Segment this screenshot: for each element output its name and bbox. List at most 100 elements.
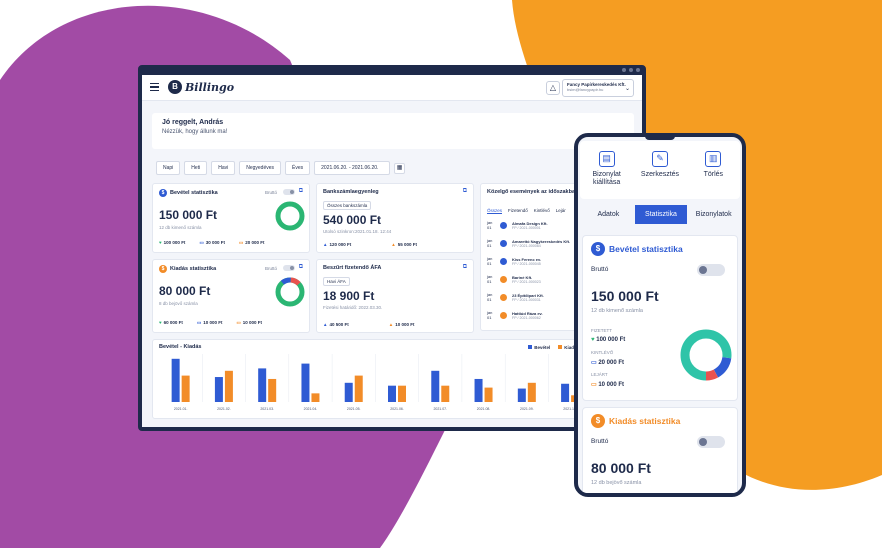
tab-payable[interactable]: Fizetendő: [508, 208, 528, 213]
issue-document-button[interactable]: ▤ Bizonylat kiállítása: [580, 141, 633, 199]
x-tick-label: 2021.06.: [390, 407, 404, 411]
income-bar[interactable]: [344, 382, 353, 402]
gross-toggle[interactable]: [697, 436, 725, 448]
income-icon: $: [159, 189, 167, 197]
income-bar[interactable]: [431, 370, 440, 402]
bank-account-select[interactable]: Összes bankszámla: [323, 201, 372, 210]
tab-details[interactable]: Adatok: [597, 211, 620, 218]
x-tick-label: 2021.08.: [477, 407, 491, 411]
phone-income-card: $ Bevétel statisztika Bruttó 150 000 Ft …: [582, 235, 738, 401]
event-text: Amarettó Nagykereskedés Kft. FP / 2021-00…: [512, 239, 570, 248]
filter-quarterly[interactable]: Negyedéves: [239, 161, 282, 175]
event-date: jan 01: [487, 292, 493, 302]
event-item[interactable]: jan 01 Kiss Ferenc ev. FP / 2021-000045: [487, 256, 541, 266]
income-bar[interactable]: [171, 358, 180, 402]
expense-bar[interactable]: [484, 387, 493, 402]
delete-button[interactable]: ▥ Törlés: [687, 141, 740, 199]
tab-expiring[interactable]: Lejár: [555, 208, 566, 213]
filter-daily[interactable]: Napi: [156, 161, 181, 175]
expense-count: 8 db bejövő számla: [159, 301, 198, 306]
notification-icon[interactable]: △: [546, 81, 560, 95]
app-logo[interactable]: B Billingo: [168, 80, 234, 94]
window-dot[interactable]: [622, 68, 626, 72]
filter-yearly[interactable]: Éves: [285, 161, 311, 175]
vat-period-select[interactable]: Havi ÁFA: [323, 277, 350, 286]
expense-bar[interactable]: [354, 375, 363, 402]
vat-card: Beszűrt fizetendő ÁFA ⧉ Havi ÁFA 18 900 …: [316, 259, 474, 333]
greeting-panel: Jó reggelt, András Nézzük, hogy állunk m…: [152, 113, 634, 149]
trash-icon: ▥: [705, 151, 722, 167]
phone-expense-header: $ Kiadás statisztika: [591, 414, 680, 428]
tab-documents[interactable]: Bizonylatok: [695, 211, 732, 218]
desktop-window: B Billingo △ Fancy Papírkereskedés Kft. …: [138, 65, 646, 431]
income-amount: 150 000 Ft: [159, 208, 218, 222]
filter-monthly[interactable]: Havi: [211, 161, 236, 175]
event-partner: 23 Építőipari Kft.: [512, 292, 544, 298]
calendar-icon[interactable]: ▦: [394, 162, 406, 174]
tab-receivable[interactable]: Kintlévő: [533, 208, 550, 213]
expense-breakdown: ♥ 60 000 Ft ▭ 10 000 Ft ▭ 10 000 Ft: [159, 320, 262, 326]
expense-bar[interactable]: [268, 378, 277, 402]
income-bar[interactable]: [258, 368, 267, 402]
tab-all[interactable]: Összes: [487, 208, 503, 214]
date-range-input[interactable]: 2021.06.20. - 2021.06.20.: [314, 161, 391, 175]
external-link-icon[interactable]: ⧉: [298, 264, 303, 270]
expense-due: ▭ 10 000 Ft: [196, 320, 223, 325]
expense-bar[interactable]: [441, 385, 450, 402]
expense-bar[interactable]: [181, 375, 190, 402]
menu-icon[interactable]: [150, 83, 159, 91]
due-caption: KINTLÉVŐ: [591, 350, 614, 355]
logo-icon: B: [168, 80, 182, 94]
period-filters: Napi Heti Havi Negyedéves Éves 2021.06.2…: [156, 161, 406, 175]
income-bar[interactable]: [517, 388, 526, 402]
expense-overdue: ▭ 10 000 Ft: [236, 320, 262, 325]
event-item[interactable]: jan 01 Bariné Kft. FP / 2021-000023: [487, 274, 541, 284]
events-title: Közelgő események az időszakban: [487, 189, 579, 195]
vat-deadline: Fizetési határidő: 2022.03.30.: [323, 305, 383, 310]
income-bar[interactable]: [301, 363, 310, 402]
income-icon: $: [591, 242, 605, 256]
expense-amount: 80 000 Ft: [159, 284, 211, 298]
vat-up: ▲ 40 500 Ft: [323, 322, 349, 327]
bar-chart-plot: 2021.01. 2021.02. 2021.03. 2021.04. 2021.05.…: [171, 354, 623, 411]
event-date: jan 01: [487, 220, 493, 230]
event-status-icon: [500, 275, 507, 283]
bank-amount: 540 000 Ft: [323, 213, 382, 227]
gross-toggle[interactable]: [283, 265, 295, 271]
gross-toggle[interactable]: [697, 264, 725, 276]
window-dot[interactable]: [629, 68, 633, 72]
event-item[interactable]: jan 01 Hattiúd Ráza ev. FP / 2021-000062: [487, 310, 543, 320]
edit-button[interactable]: ✎ Szerkesztés: [633, 141, 686, 199]
company-selector[interactable]: Fancy Papírkereskedés Kft. bsim@fancypap…: [562, 79, 634, 97]
income-bar[interactable]: [214, 377, 223, 402]
expense-bar[interactable]: [398, 385, 406, 402]
app-header: B Billingo △ Fancy Papírkereskedés Kft. …: [142, 75, 642, 101]
expense-bar[interactable]: [527, 382, 536, 402]
gross-toggle[interactable]: [283, 189, 295, 195]
event-status-icon: [500, 239, 507, 247]
x-tick-label: 2021.01.: [174, 407, 188, 411]
event-item[interactable]: jan 01 Amarettó Nagykereskedés Kft. FP / 20…: [487, 238, 570, 248]
tab-statistics[interactable]: Statisztika: [634, 205, 688, 224]
vat-movements: ▲ 40 500 Ft ▲ 10 000 Ft: [323, 322, 414, 327]
event-item[interactable]: jan 01 Almafa Design Kft. FP / 2021-000001: [487, 220, 548, 230]
expense-bar[interactable]: [311, 393, 320, 402]
income-bar[interactable]: [474, 378, 483, 402]
income-card-title-row: $ Bevétel statisztika: [159, 189, 218, 197]
external-link-icon[interactable]: ⧉: [298, 188, 303, 194]
event-item[interactable]: jan 01 23 Építőipari Kft. FP / 2021-000031: [487, 292, 544, 302]
income-bar[interactable]: [561, 383, 570, 402]
external-link-icon[interactable]: ⧉: [462, 188, 467, 194]
window-dot[interactable]: [636, 68, 640, 72]
event-text: Hattiúd Ráza ev. FP / 2021-000062: [512, 311, 543, 320]
expense-bar[interactable]: [224, 370, 233, 402]
document-actions: ▤ Bizonylat kiállítása ✎ Szerkesztés ▥ T…: [580, 141, 740, 199]
paid-value: ♥ 100 000 Ft: [591, 337, 626, 343]
event-partner: Amarettó Nagykereskedés Kft.: [512, 238, 571, 244]
filter-weekly[interactable]: Heti: [184, 161, 208, 175]
x-tick-label: 2021.09.: [520, 407, 534, 411]
external-link-icon[interactable]: ⧉: [462, 264, 467, 270]
event-status-icon: [500, 293, 507, 301]
window-controls: [622, 68, 640, 72]
income-bar[interactable]: [388, 385, 396, 402]
